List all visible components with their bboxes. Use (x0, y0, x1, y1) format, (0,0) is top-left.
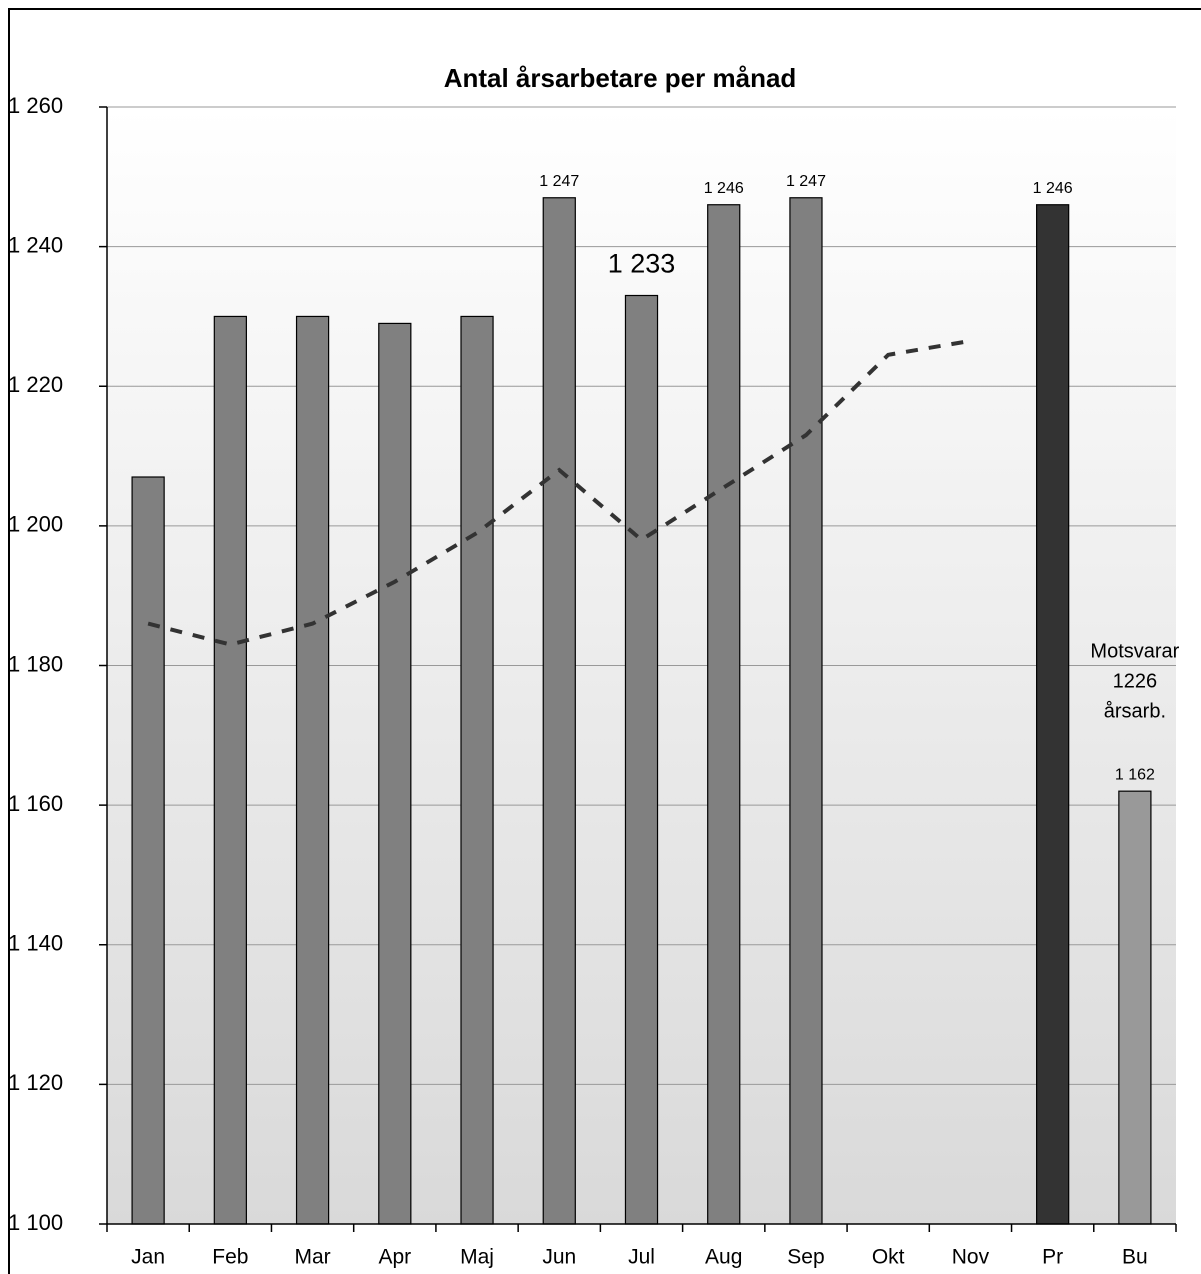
x-tick-label: Jun (542, 1246, 576, 1269)
bar (1036, 204, 1070, 1225)
x-tick-label: Maj (460, 1246, 494, 1269)
data-label: 1 233 (608, 249, 676, 279)
data-label: 1 247 (539, 173, 579, 190)
y-tick-label: 1 200 (8, 512, 63, 537)
x-tick-label: Pr (1042, 1246, 1063, 1269)
data-label: 1 246 (704, 180, 744, 197)
annotation: årsarb. (1104, 700, 1166, 722)
annotation: 1226 (1113, 670, 1158, 692)
y-tick-label: 1 160 (8, 791, 63, 816)
x-tick-label: Feb (212, 1246, 248, 1269)
trend-line (147, 338, 971, 647)
bar (213, 315, 247, 1225)
bar (378, 322, 412, 1225)
y-tick-label: 1 260 (8, 93, 63, 118)
x-tick-label: Aug (705, 1246, 742, 1269)
bar (624, 294, 659, 1225)
x-tick-label: Jan (131, 1246, 165, 1269)
x-tick-label: Nov (952, 1246, 990, 1269)
bar (460, 315, 494, 1225)
bar (789, 197, 823, 1225)
bar (1118, 790, 1152, 1225)
y-tick-label: 1 180 (8, 651, 63, 676)
chart-title: Antal årsarbetare per månad (444, 63, 797, 93)
data-label: 1 247 (786, 173, 826, 190)
x-tick-label: Sep (787, 1246, 824, 1269)
y-tick-label: 1 240 (8, 232, 63, 257)
x-tick-label: Bu (1122, 1246, 1148, 1269)
y-tick-label: 1 140 (8, 931, 63, 956)
y-tick-label: 1 100 (8, 1210, 63, 1235)
bar (707, 204, 741, 1225)
annotation: Motsvarar (1090, 640, 1179, 662)
x-tick-label: Jul (628, 1246, 655, 1269)
bar (542, 197, 576, 1225)
x-tick-label: Okt (872, 1246, 905, 1269)
x-tick-label: Mar (294, 1246, 330, 1269)
y-tick-label: 1 120 (8, 1070, 63, 1095)
x-tick-label: Apr (378, 1246, 411, 1269)
bar (131, 476, 165, 1225)
data-label: 1 162 (1115, 766, 1155, 783)
bar (295, 315, 330, 1225)
data-label: 1 246 (1033, 180, 1073, 197)
y-tick-label: 1 220 (8, 372, 63, 397)
